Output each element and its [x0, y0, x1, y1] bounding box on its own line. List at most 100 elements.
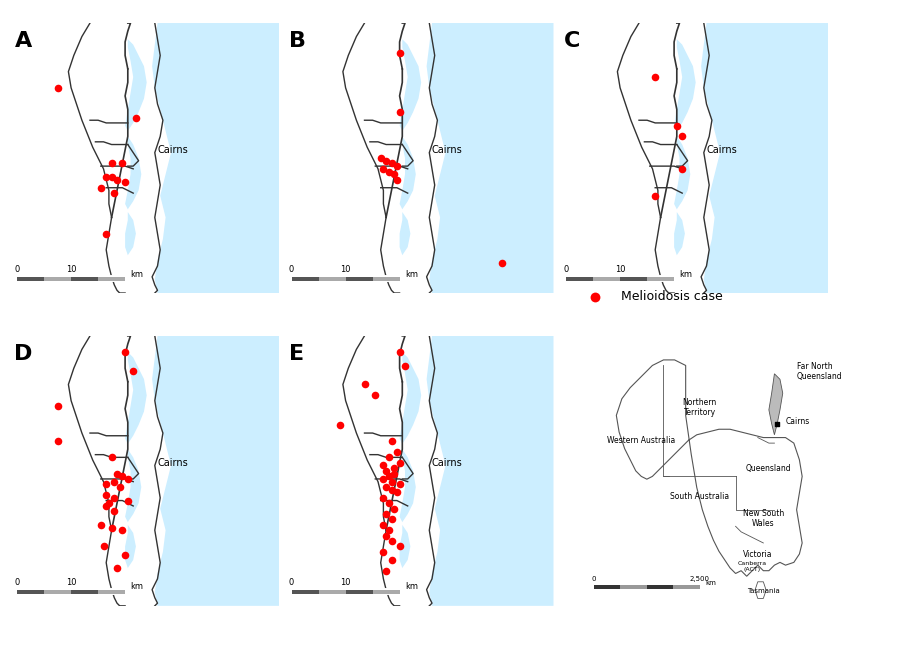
Point: [94, 183, 108, 193]
Point: [94, 520, 108, 530]
Point: [110, 174, 124, 184]
Text: Cairns: Cairns: [432, 458, 463, 468]
Point: [107, 493, 122, 503]
Point: [384, 536, 399, 546]
Point: [115, 525, 130, 535]
Point: [382, 166, 396, 177]
Polygon shape: [400, 450, 416, 522]
Point: [392, 347, 407, 357]
Point: [376, 547, 391, 557]
Polygon shape: [400, 39, 421, 131]
Point: [379, 566, 393, 576]
Point: [398, 361, 412, 371]
Point: [121, 495, 135, 506]
Point: [333, 420, 347, 430]
Text: Victoria: Victoria: [743, 550, 772, 559]
Text: Northern
Territory: Northern Territory: [682, 398, 716, 417]
Point: [588, 292, 602, 302]
Polygon shape: [400, 137, 416, 210]
Point: [376, 474, 391, 484]
Point: [126, 366, 140, 376]
Text: 10: 10: [340, 265, 351, 274]
Point: [118, 177, 132, 188]
Text: 0: 0: [289, 265, 294, 274]
Bar: [292, 590, 319, 593]
Polygon shape: [125, 450, 141, 522]
Point: [104, 158, 119, 168]
Text: D: D: [14, 344, 32, 364]
Bar: [44, 277, 71, 281]
Point: [384, 555, 399, 565]
Point: [118, 550, 132, 560]
Point: [384, 158, 399, 168]
Bar: [98, 590, 125, 593]
Point: [387, 468, 401, 479]
Text: 0: 0: [14, 578, 20, 587]
Text: South Australia: South Australia: [670, 491, 729, 501]
Point: [104, 522, 119, 533]
Point: [382, 498, 396, 508]
Text: km: km: [680, 270, 692, 279]
Point: [392, 48, 407, 58]
Text: Cairns: Cairns: [158, 458, 188, 468]
Point: [118, 347, 132, 357]
Polygon shape: [427, 23, 554, 293]
Text: km: km: [130, 582, 143, 591]
Polygon shape: [152, 23, 279, 293]
Bar: [566, 277, 593, 281]
Point: [104, 452, 119, 462]
Point: [770, 419, 785, 429]
Point: [392, 541, 407, 551]
Point: [107, 506, 122, 517]
Point: [648, 72, 662, 82]
Point: [129, 112, 143, 123]
Text: Canberra
(ACT): Canberra (ACT): [738, 561, 767, 571]
Text: 10: 10: [615, 265, 626, 274]
Bar: [71, 277, 98, 281]
Text: Tasmania: Tasmania: [747, 588, 779, 594]
Bar: [373, 277, 400, 281]
Point: [382, 452, 396, 462]
Text: E: E: [289, 344, 304, 364]
Point: [648, 191, 662, 201]
Point: [675, 164, 689, 174]
Point: [384, 436, 399, 446]
Polygon shape: [400, 212, 410, 255]
Text: 0: 0: [563, 265, 569, 274]
Text: Cairns: Cairns: [706, 145, 737, 155]
Bar: [673, 586, 699, 589]
Point: [379, 466, 393, 476]
Text: 10: 10: [340, 578, 351, 587]
Polygon shape: [125, 212, 136, 255]
Point: [107, 188, 122, 198]
Point: [390, 161, 404, 172]
Point: [376, 520, 391, 530]
Point: [374, 153, 388, 163]
Text: Far North
Queensland: Far North Queensland: [796, 362, 842, 381]
Polygon shape: [674, 212, 685, 255]
Bar: [620, 277, 647, 281]
Text: Cairns: Cairns: [158, 145, 188, 155]
Point: [384, 477, 399, 487]
Point: [387, 463, 401, 473]
Text: Western Australia: Western Australia: [608, 436, 675, 445]
Point: [121, 474, 135, 484]
Polygon shape: [616, 360, 802, 576]
Point: [357, 379, 372, 390]
Polygon shape: [674, 39, 696, 131]
Text: 2,500: 2,500: [689, 576, 709, 582]
Polygon shape: [701, 23, 828, 293]
Polygon shape: [125, 137, 141, 210]
Point: [390, 487, 404, 497]
Point: [112, 482, 127, 492]
Polygon shape: [125, 525, 136, 568]
Bar: [319, 277, 346, 281]
Point: [392, 479, 407, 490]
Text: C: C: [563, 31, 580, 51]
Point: [392, 457, 407, 468]
Point: [99, 490, 113, 501]
Point: [384, 484, 399, 495]
Point: [390, 174, 404, 184]
Polygon shape: [400, 352, 421, 444]
Bar: [17, 277, 44, 281]
